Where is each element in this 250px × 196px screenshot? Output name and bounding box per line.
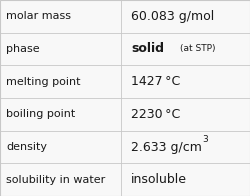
Text: 3: 3 <box>202 135 208 144</box>
Text: molar mass: molar mass <box>6 11 71 21</box>
Text: 2.633 g/cm: 2.633 g/cm <box>131 141 202 153</box>
Text: 1427 °C: 1427 °C <box>131 75 180 88</box>
Text: density: density <box>6 142 47 152</box>
Text: melting point: melting point <box>6 77 81 87</box>
Text: solid: solid <box>131 43 164 55</box>
Text: boiling point: boiling point <box>6 109 75 119</box>
Text: insoluble: insoluble <box>131 173 187 186</box>
Text: (at STP): (at STP) <box>180 44 216 54</box>
Text: 60.083 g/mol: 60.083 g/mol <box>131 10 214 23</box>
Text: 2230 °C: 2230 °C <box>131 108 180 121</box>
Text: solubility in water: solubility in water <box>6 175 105 185</box>
Text: phase: phase <box>6 44 40 54</box>
